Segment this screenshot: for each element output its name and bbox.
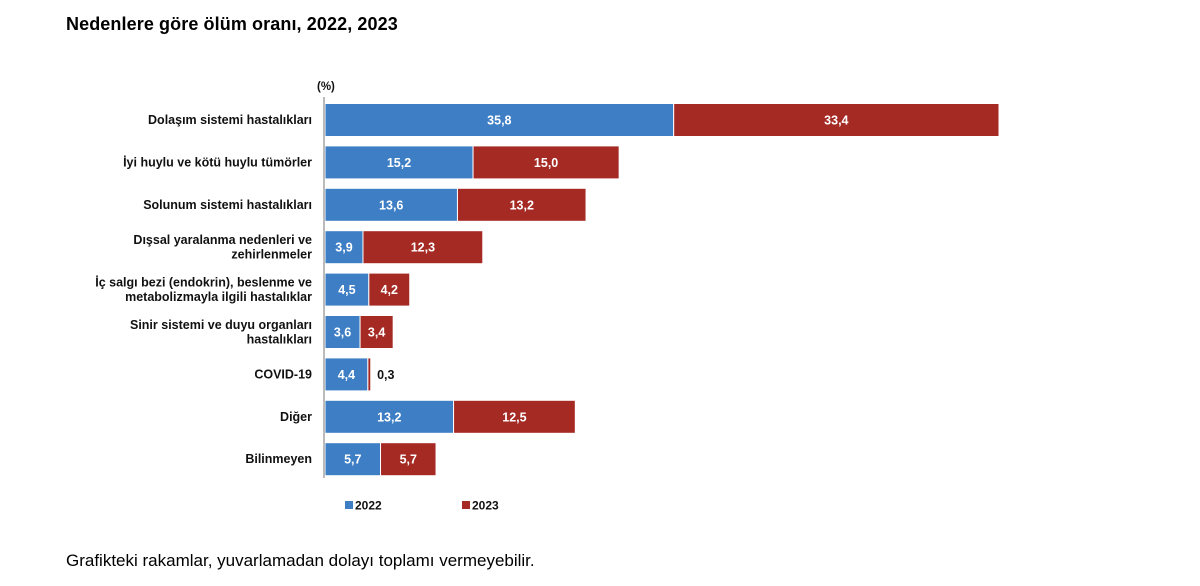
stacked-bar-chart: (%) Dolaşım sistemi hastalıkları 35,8 33,4… — [95, 81, 1000, 513]
data-label-2022: 13,6 — [379, 198, 403, 212]
category-label: İyi huylu ve kötü huylu tümörler — [123, 154, 312, 169]
bar-segment-2023 — [368, 272, 411, 307]
data-label-2022: 5,7 — [344, 453, 361, 467]
data-label-2023: 5,7 — [400, 453, 417, 467]
data-label-2022: 13,2 — [377, 410, 401, 424]
data-label-2023: 15,0 — [534, 156, 558, 170]
data-label-2022: 35,8 — [487, 114, 511, 128]
data-label-2022: 3,9 — [335, 241, 352, 255]
legend-label-2023: 2023 — [472, 499, 499, 513]
bars-group: Dolaşım sistemi hastalıkları 35,8 33,4 İyi … — [95, 103, 1000, 477]
bar-segment-2022 — [324, 145, 474, 180]
legend-swatch-2022 — [345, 501, 353, 509]
bar-segment-2023 — [456, 187, 587, 222]
category-label: İç salgı bezi (endokrin), beslenme ve — [95, 274, 312, 289]
data-label-2023: 0,3 — [377, 368, 394, 382]
category-label: COVID-19 — [254, 367, 312, 381]
chart-title: Nedenlere göre ölüm oranı, 2022, 2023 — [66, 14, 398, 34]
bar-segment-2022 — [324, 230, 364, 265]
legend-label-2022: 2022 — [355, 499, 382, 513]
category-label: metabolizmayla ilgili hastalıklar — [125, 290, 312, 304]
data-label-2023: 33,4 — [824, 114, 848, 128]
legend: 2022 2023 — [345, 499, 499, 513]
data-label-2022: 3,6 — [334, 326, 351, 340]
category-label: Solunum sistemi hastalıkları — [143, 198, 312, 212]
bar-segment-2023 — [453, 399, 576, 434]
category-label: Sinir sistemi ve duyu organları — [130, 318, 312, 332]
bar-segment-2023 — [359, 315, 394, 349]
bar-segment-2023 — [673, 103, 1000, 137]
category-label: hastalıkları — [247, 332, 312, 346]
bar-segment-2022 — [324, 187, 458, 222]
data-label-2022: 15,2 — [387, 156, 411, 170]
bar-segment-2022 — [324, 103, 675, 137]
data-label-2023: 3,4 — [368, 326, 385, 340]
unit-label: (%) — [317, 81, 335, 93]
data-label-2022: 4,4 — [338, 368, 355, 382]
legend-swatch-2023 — [462, 501, 470, 509]
data-label-2023: 12,3 — [411, 241, 435, 255]
data-label-2023: 12,5 — [502, 410, 526, 424]
footnote: Grafikteki rakamlar, yuvarlamadan dolayı… — [66, 551, 535, 570]
category-label: Dolaşım sistemi hastalıkları — [148, 113, 312, 127]
data-label-2022: 4,5 — [338, 283, 355, 297]
data-label-2023: 13,2 — [510, 198, 534, 212]
category-label: zehirlenmeler — [231, 247, 312, 261]
category-label: Bilinmeyen — [245, 452, 312, 466]
bar-segment-2023 — [362, 230, 484, 265]
data-label-2023: 4,2 — [381, 283, 398, 297]
bar-segment-2023 — [472, 145, 620, 180]
bar-segment-2023 — [367, 357, 372, 392]
category-label: Dışsal yaralanma nedenleri ve — [133, 233, 312, 247]
category-label: Diğer — [280, 410, 312, 424]
bar-segment-2022 — [324, 399, 455, 434]
bar-segment-2023 — [380, 442, 437, 477]
